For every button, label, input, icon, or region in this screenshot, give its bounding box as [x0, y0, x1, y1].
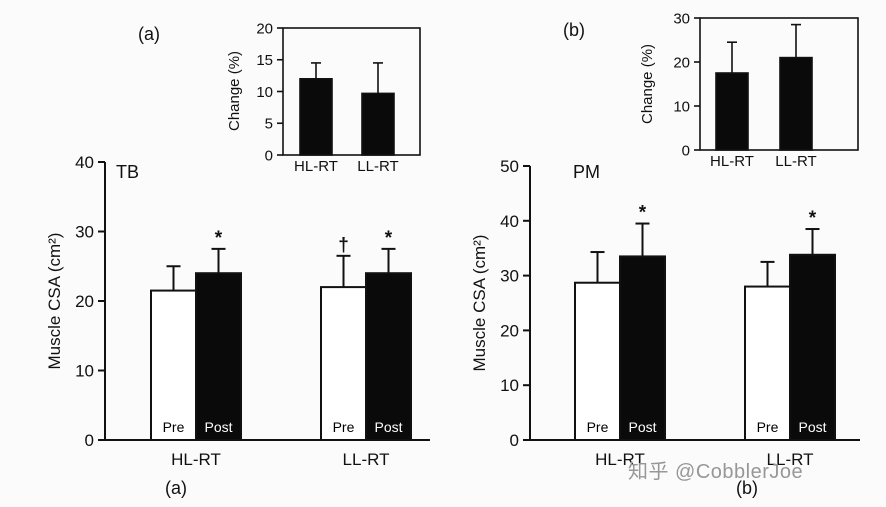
bar-inner-label: Post	[204, 419, 232, 435]
category-label: LL-RT	[767, 450, 814, 469]
panel-a-top-label: (a)	[138, 24, 160, 44]
y-axis-title: Change (%)	[226, 51, 243, 131]
panel-b-top-label: (b)	[563, 20, 585, 40]
bar-change-ll-rt	[361, 92, 395, 156]
y-tick-label: 0	[265, 147, 273, 164]
bar-inner-label: Pre	[333, 419, 355, 435]
panel-bottom-label: (a)	[165, 478, 187, 498]
y-tick-label: 5	[265, 116, 273, 133]
y-tick-label: 10	[75, 361, 94, 380]
y-tick-label: 40	[75, 153, 94, 172]
bar-inner-label: Post	[374, 419, 402, 435]
bar-inner-label: Pre	[587, 419, 609, 435]
category-label: LL-RT	[343, 450, 390, 469]
y-axis-title: Change (%)	[640, 44, 656, 124]
chart-tb-main: 0 10 20 30 40 Muscle CSA (cm²) Pre * Post HL-RT † P…	[45, 153, 430, 498]
chart-title: TB	[116, 162, 139, 182]
watermark: 知乎 @CobblerJoe	[628, 461, 804, 483]
y-tick-label: 10	[673, 98, 690, 115]
y-tick-label: 30	[75, 222, 94, 241]
bar-inner-label: Post	[798, 419, 826, 435]
bar-inner-label: Pre	[757, 419, 779, 435]
significance-marker: *	[215, 228, 223, 249]
y-tick-label: 30	[673, 10, 690, 27]
significance-marker: *	[809, 208, 817, 229]
y-tick-label: 50	[500, 157, 519, 176]
y-tick-label: 40	[500, 212, 519, 231]
bar-post-ll-rt	[365, 272, 412, 441]
y-axis-title: Muscle CSA (cm²)	[45, 233, 64, 370]
chart-pm-main: 0 10 20 30 40 50 Muscle CSA (cm²) Pre * Post HL-RT…	[470, 157, 860, 498]
y-tick-label: 20	[500, 321, 519, 340]
category-label: HL-RT	[294, 158, 338, 175]
bar-pre-ll-rt	[320, 286, 367, 441]
plot-box	[699, 17, 859, 151]
bar-pre-ll-rt	[744, 285, 791, 441]
bar-change-hl-rt	[299, 77, 333, 156]
chart-title: PM	[573, 162, 600, 182]
bar-post-ll-rt	[789, 253, 836, 441]
bar-change-ll-rt	[779, 56, 813, 151]
y-tick-label: 20	[75, 292, 94, 311]
significance-marker: *	[385, 228, 393, 249]
y-tick-label: 10	[256, 84, 273, 101]
chart-tb-inset: 0 5 10 15 20 Change (%) HL-RT LL-RT	[226, 20, 421, 175]
y-tick-label: 0	[85, 431, 94, 450]
category-label: LL-RT	[357, 158, 398, 175]
bar-change-hl-rt	[715, 72, 749, 151]
bar-post-hl-rt	[195, 272, 242, 441]
significance-marker: *	[639, 203, 647, 224]
category-label: HL-RT	[595, 450, 645, 469]
panel-bottom-label: (b)	[736, 478, 758, 498]
bar-pre-hl-rt	[574, 281, 621, 441]
category-label: HL-RT	[710, 153, 754, 170]
y-tick-label: 30	[500, 267, 519, 286]
significance-marker: †	[338, 235, 349, 256]
y-tick-label: 0	[510, 431, 519, 450]
y-axis-title: Muscle CSA (cm²)	[470, 235, 489, 372]
category-label: HL-RT	[171, 450, 221, 469]
bar-inner-label: Pre	[163, 419, 185, 435]
y-tick-label: 20	[673, 54, 690, 71]
y-tick-label: 20	[256, 20, 273, 37]
y-tick-label: 10	[500, 376, 519, 395]
category-label: LL-RT	[775, 153, 816, 170]
bar-post-hl-rt	[619, 255, 666, 441]
bar-pre-hl-rt	[150, 289, 197, 441]
y-tick-label: 15	[256, 52, 273, 69]
y-tick-label: 0	[682, 142, 690, 159]
bar-inner-label: Post	[628, 419, 656, 435]
chart-pm-inset: 0 10 20 30 Change (%) HL-RT LL-RT	[640, 10, 859, 170]
